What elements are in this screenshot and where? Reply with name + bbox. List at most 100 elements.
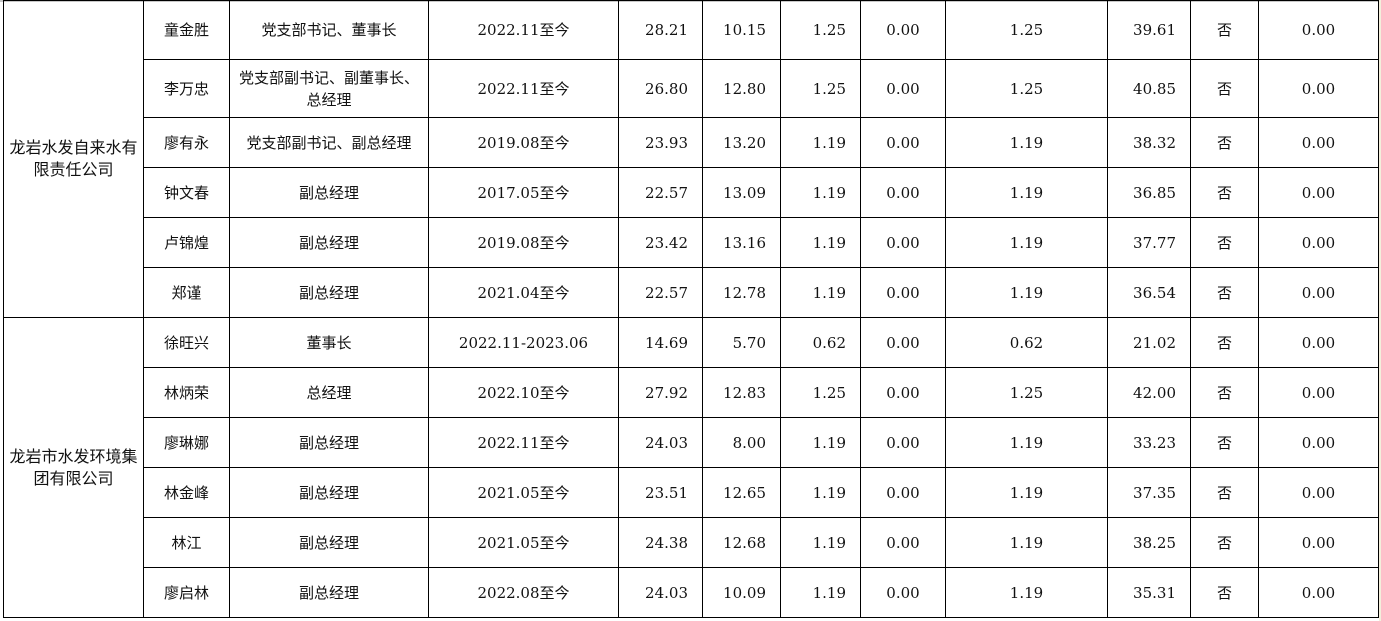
col-d-cell[interactable]: 0.00 (860, 467, 946, 518)
name-cell[interactable]: 廖启林 (143, 567, 230, 618)
name-cell[interactable]: 林江 (143, 517, 230, 568)
col-b-cell[interactable]: 13.16 (702, 217, 781, 268)
col-b-cell[interactable]: 13.09 (702, 167, 781, 218)
col-c-cell[interactable]: 1.19 (780, 267, 861, 318)
total-cell[interactable]: 36.85 (1107, 167, 1191, 218)
col-e-cell[interactable]: 1.19 (945, 267, 1108, 318)
col-e-cell[interactable]: 1.19 (945, 467, 1108, 518)
col-d-cell[interactable]: 0.00 (860, 167, 946, 218)
col-e-cell[interactable]: 1.19 (945, 167, 1108, 218)
col-f-cell[interactable]: 0.00 (1258, 367, 1379, 418)
position-cell[interactable]: 副总经理 (229, 167, 429, 218)
term-cell[interactable]: 2021.05至今 (428, 517, 619, 568)
position-cell[interactable]: 副总经理 (229, 217, 429, 268)
flag-cell[interactable]: 否 (1190, 59, 1259, 118)
total-cell[interactable]: 42.00 (1107, 367, 1191, 418)
col-f-cell[interactable]: 0.00 (1258, 59, 1379, 118)
col-b-cell[interactable]: 13.20 (702, 117, 781, 168)
flag-cell[interactable]: 否 (1190, 367, 1259, 418)
col-e-cell[interactable]: 1.25 (945, 59, 1108, 118)
total-cell[interactable]: 38.25 (1107, 517, 1191, 568)
name-cell[interactable]: 钟文春 (143, 167, 230, 218)
position-cell[interactable]: 副总经理 (229, 467, 429, 518)
col-b-cell[interactable]: 12.83 (702, 367, 781, 418)
col-b-cell[interactable]: 10.15 (702, 0, 781, 60)
position-cell[interactable]: 党支部书记、董事长 (229, 0, 429, 60)
term-cell[interactable]: 2022.11-2023.06 (428, 317, 619, 368)
flag-cell[interactable]: 否 (1190, 517, 1259, 568)
col-c-cell[interactable]: 1.19 (780, 217, 861, 268)
total-cell[interactable]: 36.54 (1107, 267, 1191, 318)
col-a-cell[interactable]: 22.57 (618, 167, 703, 218)
flag-cell[interactable]: 否 (1190, 567, 1259, 618)
col-a-cell[interactable]: 24.03 (618, 417, 703, 468)
col-f-cell[interactable]: 0.00 (1258, 517, 1379, 568)
col-b-cell[interactable]: 12.80 (702, 59, 781, 118)
col-e-cell[interactable]: 1.19 (945, 117, 1108, 168)
position-cell[interactable]: 副总经理 (229, 417, 429, 468)
col-f-cell[interactable]: 0.00 (1258, 217, 1379, 268)
term-cell[interactable]: 2017.05至今 (428, 167, 619, 218)
term-cell[interactable]: 2021.05至今 (428, 467, 619, 518)
col-f-cell[interactable]: 0.00 (1258, 317, 1379, 368)
flag-cell[interactable]: 否 (1190, 217, 1259, 268)
position-cell[interactable]: 副总经理 (229, 267, 429, 318)
col-c-cell[interactable]: 0.62 (780, 317, 861, 368)
total-cell[interactable]: 40.85 (1107, 59, 1191, 118)
company-cell[interactable]: 龙岩水发自来水有限责任公司 (3, 0, 144, 318)
col-c-cell[interactable]: 1.25 (780, 0, 861, 60)
col-b-cell[interactable]: 12.68 (702, 517, 781, 568)
col-e-cell[interactable]: 1.19 (945, 417, 1108, 468)
col-c-cell[interactable]: 1.19 (780, 517, 861, 568)
col-e-cell[interactable]: 1.25 (945, 367, 1108, 418)
flag-cell[interactable]: 否 (1190, 167, 1259, 218)
col-d-cell[interactable]: 0.00 (860, 517, 946, 568)
term-cell[interactable]: 2022.11至今 (428, 59, 619, 118)
total-cell[interactable]: 37.77 (1107, 217, 1191, 268)
col-a-cell[interactable]: 22.57 (618, 267, 703, 318)
col-f-cell[interactable]: 0.00 (1258, 0, 1379, 60)
term-cell[interactable]: 2022.11至今 (428, 417, 619, 468)
col-c-cell[interactable]: 1.19 (780, 117, 861, 168)
col-d-cell[interactable]: 0.00 (860, 0, 946, 60)
col-a-cell[interactable]: 23.51 (618, 467, 703, 518)
col-c-cell[interactable]: 1.25 (780, 367, 861, 418)
col-b-cell[interactable]: 8.00 (702, 417, 781, 468)
col-b-cell[interactable]: 10.09 (702, 567, 781, 618)
col-f-cell[interactable]: 0.00 (1258, 417, 1379, 468)
term-cell[interactable]: 2022.11至今 (428, 0, 619, 60)
position-cell[interactable]: 总经理 (229, 367, 429, 418)
col-a-cell[interactable]: 27.92 (618, 367, 703, 418)
total-cell[interactable]: 39.61 (1107, 0, 1191, 60)
col-f-cell[interactable]: 0.00 (1258, 117, 1379, 168)
name-cell[interactable]: 卢锦煌 (143, 217, 230, 268)
col-a-cell[interactable]: 23.42 (618, 217, 703, 268)
name-cell[interactable]: 林炳荣 (143, 367, 230, 418)
col-b-cell[interactable]: 12.78 (702, 267, 781, 318)
company-cell[interactable]: 龙岩市水发环境集团有限公司 (3, 317, 144, 618)
col-c-cell[interactable]: 1.19 (780, 417, 861, 468)
term-cell[interactable]: 2019.08至今 (428, 117, 619, 168)
col-c-cell[interactable]: 1.19 (780, 467, 861, 518)
col-e-cell[interactable]: 1.19 (945, 517, 1108, 568)
col-b-cell[interactable]: 12.65 (702, 467, 781, 518)
col-d-cell[interactable]: 0.00 (860, 217, 946, 268)
term-cell[interactable]: 2022.08至今 (428, 567, 619, 618)
col-a-cell[interactable]: 26.80 (618, 59, 703, 118)
col-d-cell[interactable]: 0.00 (860, 367, 946, 418)
col-d-cell[interactable]: 0.00 (860, 267, 946, 318)
col-e-cell[interactable]: 0.62 (945, 317, 1108, 368)
name-cell[interactable]: 童金胜 (143, 0, 230, 60)
flag-cell[interactable]: 否 (1190, 117, 1259, 168)
col-a-cell[interactable]: 23.93 (618, 117, 703, 168)
col-f-cell[interactable]: 0.00 (1258, 567, 1379, 618)
col-d-cell[interactable]: 0.00 (860, 59, 946, 118)
term-cell[interactable]: 2022.10至今 (428, 367, 619, 418)
col-d-cell[interactable]: 0.00 (860, 567, 946, 618)
term-cell[interactable]: 2021.04至今 (428, 267, 619, 318)
flag-cell[interactable]: 否 (1190, 0, 1259, 60)
term-cell[interactable]: 2019.08至今 (428, 217, 619, 268)
col-f-cell[interactable]: 0.00 (1258, 167, 1379, 218)
col-d-cell[interactable]: 0.00 (860, 117, 946, 168)
flag-cell[interactable]: 否 (1190, 317, 1259, 368)
